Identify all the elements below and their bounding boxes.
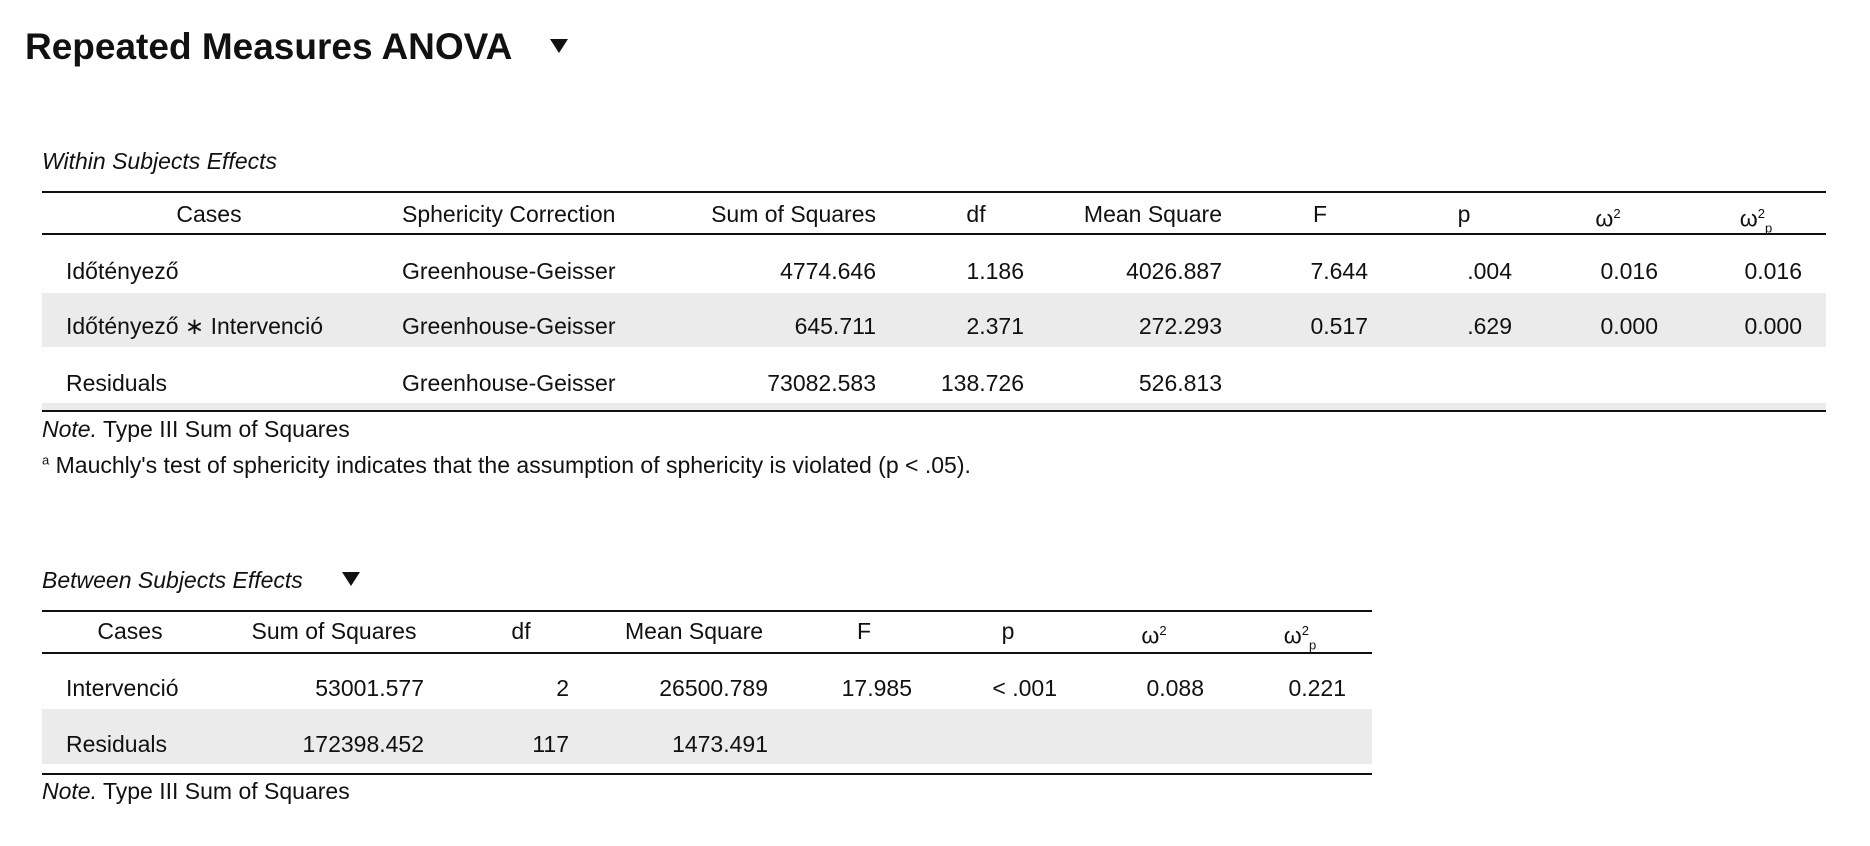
omega-symbol: ω bbox=[1141, 622, 1160, 649]
cell-omega-squared: 0.016 bbox=[1600, 258, 1658, 284]
header-cases: Cases bbox=[176, 201, 242, 227]
omega-symbol: ω bbox=[1595, 205, 1614, 232]
footnote-mark: a bbox=[42, 452, 50, 468]
cell-ss: 4774.646 bbox=[780, 258, 876, 284]
cell-sphericity: Greenhouse-Geisser bbox=[402, 313, 616, 339]
cell-partial-omega-squared: 0.016 bbox=[1744, 258, 1802, 284]
header-sphericity: Sphericity Correction bbox=[402, 201, 616, 227]
cell-ms: 526.813 bbox=[1138, 370, 1222, 396]
cell-case: Residuals bbox=[66, 731, 167, 757]
cell-f: 7.644 bbox=[1310, 258, 1368, 284]
cell-case: Időtényező ∗ Intervenció bbox=[66, 313, 324, 339]
row-shading bbox=[42, 293, 1826, 347]
cell-f: 17.985 bbox=[841, 675, 912, 701]
cell-ms: 4026.887 bbox=[1126, 258, 1222, 284]
header-f: F bbox=[1312, 201, 1328, 227]
footnote-text: Mauchly's test of sphericity indicates t… bbox=[55, 452, 971, 478]
header-cases: Cases bbox=[97, 618, 163, 644]
header-rule bbox=[42, 233, 1826, 235]
cell-ss: 645.711 bbox=[794, 313, 876, 339]
cell-p: .629 bbox=[1467, 313, 1512, 339]
table-bottom-rule bbox=[42, 773, 1372, 775]
subscript: p bbox=[1308, 637, 1317, 653]
header-rule bbox=[42, 652, 1372, 654]
cell-sphericity: Greenhouse-Geisser bbox=[402, 258, 616, 284]
superscript: 2 bbox=[1613, 206, 1621, 221]
table-caption: Within Subjects Effects bbox=[42, 148, 277, 174]
cell-partial-omega-squared: 0.000 bbox=[1744, 313, 1802, 339]
cell-df: 2 bbox=[556, 675, 569, 701]
superscript: 2 bbox=[1159, 623, 1167, 638]
row-shading bbox=[42, 403, 1826, 411]
table-footnote: a Mauchly's test of sphericity indicates… bbox=[42, 452, 971, 479]
cell-ms: 1473.491 bbox=[672, 731, 768, 757]
cell-sphericity: Greenhouse-Geisser bbox=[402, 370, 616, 396]
superscript: 2 bbox=[1757, 206, 1765, 221]
table-top-rule bbox=[42, 610, 1372, 612]
cell-df: 1.186 bbox=[966, 258, 1024, 284]
header-omega-squared: ω2 bbox=[1595, 200, 1620, 233]
cell-df: 138.726 bbox=[940, 370, 1024, 396]
note-text: Type III Sum of Squares bbox=[102, 778, 350, 804]
note-text: Type III Sum of Squares bbox=[102, 416, 350, 442]
header-omega-squared: ω2 bbox=[1141, 617, 1166, 650]
table-caption: Between Subjects Effects bbox=[42, 567, 303, 593]
subscript: p bbox=[1764, 220, 1773, 236]
cell-p: .004 bbox=[1467, 258, 1512, 284]
cell-ss: 172398.452 bbox=[302, 731, 424, 757]
header-partial-omega-squared: ω2p bbox=[1284, 617, 1316, 659]
header-df: df bbox=[966, 201, 986, 227]
title-dropdown-icon[interactable] bbox=[550, 39, 568, 53]
cell-case: Időtényező bbox=[66, 258, 179, 284]
header-partial-omega-squared: ω2p bbox=[1740, 200, 1772, 242]
cell-f: 0.517 bbox=[1310, 313, 1368, 339]
cell-case: Residuals bbox=[66, 370, 167, 396]
note-label: Note. bbox=[42, 778, 97, 804]
table-bottom-rule bbox=[42, 410, 1826, 412]
header-sum-of-squares: Sum of Squares bbox=[711, 201, 876, 227]
superscript: 2 bbox=[1301, 623, 1309, 638]
header-p: p bbox=[1001, 618, 1015, 644]
omega-symbol: ω bbox=[1739, 205, 1758, 232]
header-f: F bbox=[856, 618, 872, 644]
header-mean-square: Mean Square bbox=[624, 618, 764, 644]
page-title: Repeated Measures ANOVA bbox=[25, 26, 513, 67]
table-note: Note. Type III Sum of Squares bbox=[42, 778, 350, 805]
cell-omega-squared: 0.000 bbox=[1600, 313, 1658, 339]
header-mean-square: Mean Square bbox=[1083, 201, 1222, 227]
header-p: p bbox=[1457, 201, 1471, 227]
cell-omega-squared: 0.088 bbox=[1146, 675, 1204, 701]
table-note: Note. Type III Sum of Squares bbox=[42, 416, 350, 443]
omega-symbol: ω bbox=[1283, 622, 1302, 649]
cell-ss: 73082.583 bbox=[767, 370, 876, 396]
header-sum-of-squares: Sum of Squares bbox=[251, 618, 417, 644]
cell-ms: 272.293 bbox=[1138, 313, 1222, 339]
table-top-rule bbox=[42, 191, 1826, 193]
cell-ms: 26500.789 bbox=[659, 675, 768, 701]
caption-dropdown-icon[interactable] bbox=[342, 572, 360, 586]
cell-df: 2.371 bbox=[966, 313, 1024, 339]
cell-partial-omega-squared: 0.221 bbox=[1288, 675, 1346, 701]
cell-p: < .001 bbox=[992, 675, 1057, 701]
cell-case: Intervenció bbox=[66, 675, 179, 701]
cell-ss: 53001.577 bbox=[315, 675, 424, 701]
header-df: df bbox=[511, 618, 531, 644]
note-label: Note. bbox=[42, 416, 97, 442]
cell-df: 117 bbox=[532, 731, 569, 757]
row-shading bbox=[42, 709, 1372, 764]
